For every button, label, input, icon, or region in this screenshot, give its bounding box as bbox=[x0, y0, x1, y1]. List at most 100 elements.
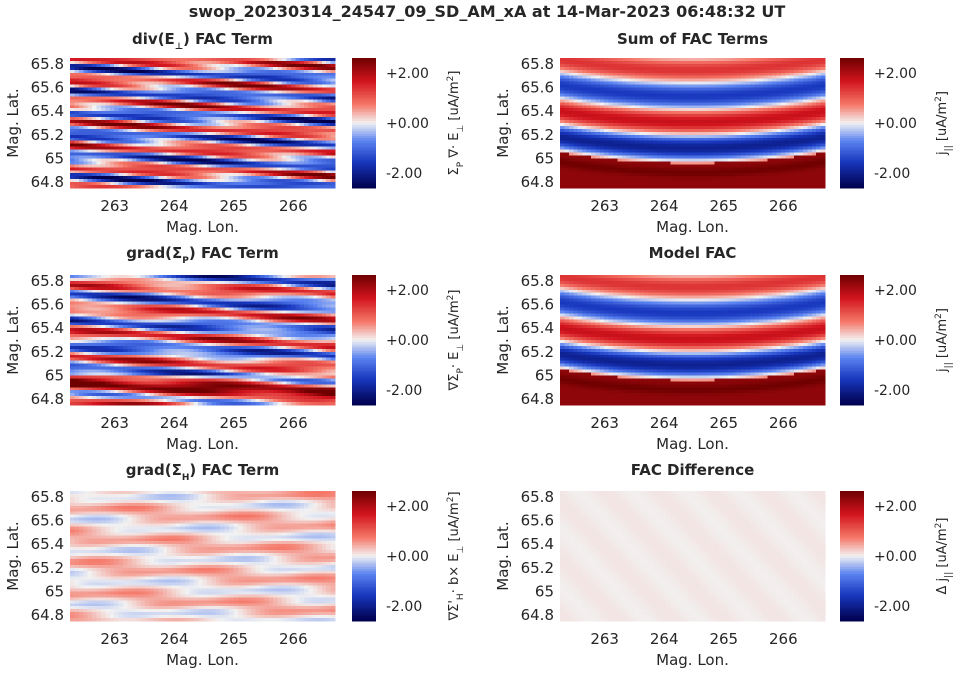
x-tick-label: 266 bbox=[279, 197, 308, 215]
heatmap-cell bbox=[277, 60, 283, 65]
heatmap-cell bbox=[326, 105, 332, 109]
colorbar-tick-label: -2.00 bbox=[386, 166, 422, 182]
heatmap-cell bbox=[140, 146, 146, 151]
heatmap-cell bbox=[595, 140, 601, 145]
heatmap-cell bbox=[206, 60, 212, 65]
heatmap-cell bbox=[674, 111, 680, 115]
heatmap-cell bbox=[198, 158, 204, 162]
heatmap-cell bbox=[736, 131, 742, 136]
heatmap-cell bbox=[282, 75, 288, 80]
heatmap-cell bbox=[114, 155, 120, 160]
heatmap-cell bbox=[114, 114, 120, 118]
heatmap-cell bbox=[789, 111, 795, 115]
heatmap-cell bbox=[158, 81, 164, 86]
heatmap-cell bbox=[758, 102, 764, 106]
heatmap-cell bbox=[198, 105, 204, 109]
heatmap-cell bbox=[763, 75, 769, 80]
heatmap-cell bbox=[189, 173, 195, 177]
heatmap-cell bbox=[710, 131, 716, 136]
heatmap-cell bbox=[652, 143, 658, 148]
heatmap-cell bbox=[772, 63, 778, 68]
heatmap-cell bbox=[295, 152, 301, 157]
heatmap-cell bbox=[635, 125, 641, 130]
heatmap-cell bbox=[78, 140, 84, 145]
heatmap-cell bbox=[268, 173, 274, 177]
heatmap-cell bbox=[723, 143, 729, 148]
heatmap-cell bbox=[176, 125, 182, 130]
heatmap-cell bbox=[816, 146, 822, 151]
heatmap-cell bbox=[317, 161, 323, 165]
heatmap-cell bbox=[118, 140, 124, 145]
heatmap-cell bbox=[109, 66, 115, 71]
heatmap-cell bbox=[811, 120, 817, 124]
heatmap-cell bbox=[224, 75, 230, 80]
heatmap-cell bbox=[114, 149, 120, 154]
heatmap-cell bbox=[193, 90, 199, 95]
heatmap-cell bbox=[268, 179, 274, 183]
heatmap-cell bbox=[639, 66, 645, 71]
heatmap-cell bbox=[308, 125, 314, 130]
heatmap-cell bbox=[140, 75, 146, 80]
heatmap-cell bbox=[202, 102, 208, 106]
heatmap-cell bbox=[749, 143, 755, 148]
heatmap-cell bbox=[652, 84, 658, 89]
heatmap-cell bbox=[626, 66, 632, 71]
heatmap-cell bbox=[696, 134, 702, 139]
heatmap-cell bbox=[582, 134, 588, 139]
heatmap-cell bbox=[206, 173, 212, 177]
heatmap-cell bbox=[807, 90, 813, 95]
heatmap-cell bbox=[794, 128, 800, 133]
heatmap-cell bbox=[754, 123, 760, 127]
heatmap-cell bbox=[78, 167, 84, 171]
heatmap-cell bbox=[215, 90, 221, 95]
heatmap-cell bbox=[749, 123, 755, 127]
heatmap-cell bbox=[136, 84, 142, 89]
heatmap-cell bbox=[220, 81, 226, 86]
heatmap-cell bbox=[798, 143, 804, 148]
heatmap-cell bbox=[683, 81, 689, 86]
heatmap-cell bbox=[807, 87, 813, 92]
heatmap-cell bbox=[613, 128, 619, 133]
heatmap-cell bbox=[153, 170, 159, 174]
heatmap-cell bbox=[171, 75, 177, 80]
x-axis-label: Mag. Lon. bbox=[166, 218, 239, 236]
heatmap-cell bbox=[679, 161, 685, 165]
heatmap-cell bbox=[74, 96, 80, 100]
heatmap-cell bbox=[807, 164, 813, 168]
y-tick-label: 65.6 bbox=[31, 79, 64, 97]
heatmap-cell bbox=[741, 87, 747, 92]
heatmap-cell bbox=[198, 152, 204, 157]
heatmap-cell bbox=[326, 179, 332, 183]
heatmap-cell bbox=[714, 137, 720, 142]
heatmap-cell bbox=[153, 117, 159, 121]
heatmap-cell bbox=[635, 96, 641, 100]
heatmap-cell bbox=[268, 105, 274, 109]
heatmap-cell bbox=[149, 161, 155, 165]
heatmap-cell bbox=[176, 99, 182, 103]
heatmap-cell bbox=[794, 87, 800, 92]
heatmap-cell bbox=[630, 120, 636, 124]
heatmap-cell bbox=[189, 167, 195, 171]
heatmap-cell bbox=[564, 75, 570, 80]
heatmap-cell bbox=[171, 149, 177, 154]
heatmap-cell bbox=[785, 87, 791, 92]
heatmap-cell bbox=[167, 58, 173, 62]
heatmap-cell bbox=[295, 102, 301, 106]
heatmap-cell bbox=[233, 185, 239, 189]
heatmap-cell bbox=[564, 58, 570, 62]
heatmap-cell bbox=[162, 66, 168, 71]
heatmap-cell bbox=[639, 69, 645, 74]
heatmap-cell bbox=[621, 149, 627, 154]
heatmap-cell bbox=[242, 58, 248, 62]
heatmap-cell bbox=[255, 185, 261, 189]
heatmap-cell bbox=[100, 69, 106, 74]
heatmap-cell bbox=[657, 99, 663, 103]
heatmap-cell bbox=[794, 102, 800, 106]
heatmap-cell bbox=[171, 78, 177, 83]
heatmap-cell bbox=[224, 173, 230, 177]
heatmap-cell bbox=[321, 137, 327, 142]
heatmap-cell bbox=[299, 72, 305, 77]
heatmap-cell bbox=[189, 179, 195, 183]
heatmap-cell bbox=[727, 66, 733, 71]
heatmap-cell bbox=[661, 140, 667, 145]
